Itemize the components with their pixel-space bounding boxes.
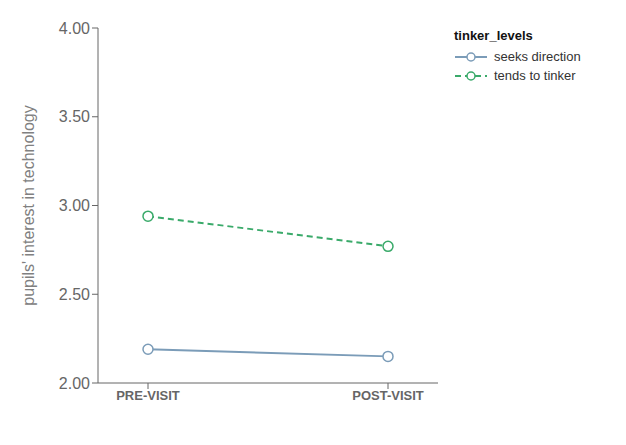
- svg-text:pupils' interest in technology: pupils' interest in technology: [20, 105, 37, 306]
- svg-text:3.00: 3.00: [59, 197, 90, 214]
- svg-text:2.00: 2.00: [59, 375, 90, 392]
- svg-text:4.00: 4.00: [59, 20, 90, 37]
- svg-text:POST-VISIT: POST-VISIT: [352, 388, 424, 403]
- svg-text:3.50: 3.50: [59, 108, 90, 125]
- svg-text:PRE-VISIT: PRE-VISIT: [116, 388, 180, 403]
- html-text:tends to tinker: tends to tinker: [494, 68, 576, 83]
- svg-text:2.50: 2.50: [59, 286, 90, 303]
- html-text:tinker_levels: tinker_levels: [454, 28, 533, 43]
- html-text:seeks direction: seeks direction: [494, 49, 581, 64]
